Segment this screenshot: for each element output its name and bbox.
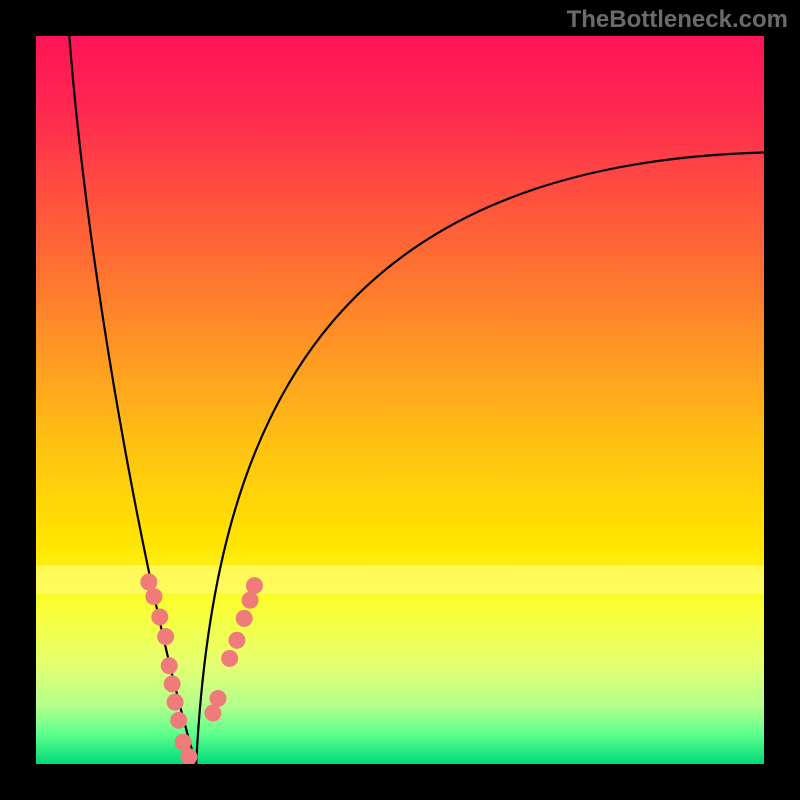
- marker-cluster-left-dot: [140, 574, 157, 591]
- chart-background: [36, 36, 764, 764]
- marker-cluster-right-dot: [246, 577, 263, 594]
- marker-cluster-right-dot: [204, 705, 221, 722]
- marker-cluster-right-dot: [210, 690, 227, 707]
- marker-cluster-left-dot: [151, 608, 168, 625]
- marker-cluster-right-dot: [221, 650, 238, 667]
- watermark-text: TheBottleneck.com: [567, 6, 788, 34]
- marker-cluster-left-dot: [170, 712, 187, 729]
- marker-cluster-left-dot: [167, 694, 184, 711]
- marker-cluster-left-dot: [161, 657, 178, 674]
- marker-cluster-right-dot: [236, 610, 253, 627]
- marker-cluster-left-dot: [145, 588, 162, 605]
- marker-cluster-left-dot: [157, 628, 174, 645]
- marker-cluster-left-dot: [164, 675, 181, 692]
- marker-cluster-right-dot: [228, 632, 245, 649]
- marker-cluster-right-dot: [242, 592, 259, 609]
- chart-svg: [0, 0, 800, 800]
- marker-cluster-left-dot: [180, 748, 197, 765]
- marker-cluster-left-dot: [175, 734, 192, 751]
- chart-root: TheBottleneck.com: [0, 0, 800, 800]
